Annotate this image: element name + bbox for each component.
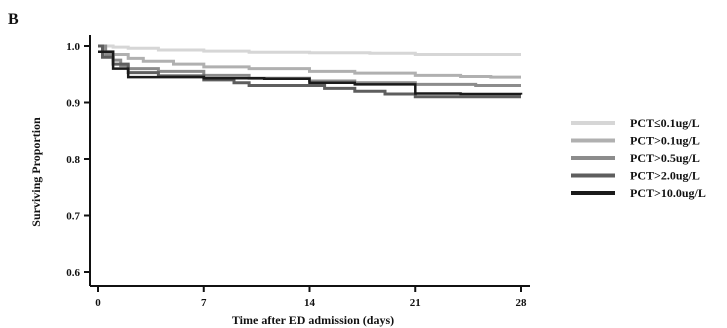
y-tick-label: 0.6 bbox=[66, 267, 80, 279]
x-ticks: 0 7 14 21 28 bbox=[95, 286, 527, 309]
series-layer bbox=[98, 44, 523, 99]
y-ticks: 0.6 0.7 0.8 0.9 1.0 bbox=[66, 41, 90, 279]
legend-label: PCT>0.1ug/L bbox=[630, 134, 700, 148]
legend-label: PCT>10.0ug/L bbox=[630, 186, 706, 200]
x-tick-label: 7 bbox=[201, 297, 207, 309]
x-tick-label: 0 bbox=[95, 297, 101, 309]
y-tick-label: 0.7 bbox=[66, 211, 80, 223]
x-tick-label: 28 bbox=[516, 297, 528, 309]
y-tick-label: 0.9 bbox=[66, 98, 80, 110]
panel-label: B bbox=[8, 11, 19, 28]
legend-label: PCT>2.0ug/L bbox=[630, 169, 700, 183]
y-axis-title: Surviving Proportion bbox=[29, 117, 43, 227]
y-tick-label: 1.0 bbox=[66, 41, 80, 53]
x-tick-label: 14 bbox=[304, 297, 316, 309]
series-line-4 bbox=[98, 44, 521, 99]
legend-label: PCT>0.5ug/L bbox=[630, 151, 700, 165]
series-line-5 bbox=[98, 50, 523, 96]
legend: PCT≤0.1ug/L PCT>0.1ug/L PCT>0.5ug/L PCT>2.0… bbox=[571, 116, 706, 200]
x-axis-title: Time after ED admission (days) bbox=[232, 313, 394, 327]
series-line-1 bbox=[98, 44, 521, 56]
y-tick-label: 0.8 bbox=[66, 154, 80, 166]
series-line-2 bbox=[98, 44, 521, 79]
legend-label: PCT≤0.1ug/L bbox=[630, 116, 700, 130]
x-tick-label: 21 bbox=[410, 297, 421, 309]
